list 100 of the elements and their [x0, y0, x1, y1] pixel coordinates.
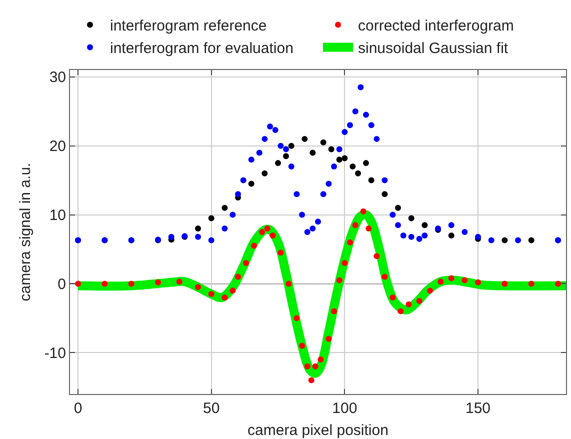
- point: [102, 280, 108, 287]
- point: [299, 342, 305, 349]
- point: [368, 177, 374, 184]
- point: [310, 226, 316, 232]
- point: [382, 274, 388, 280]
- point: [408, 234, 414, 240]
- x-tick-label: 50: [202, 400, 220, 417]
- point: [382, 191, 388, 198]
- point: [366, 226, 372, 232]
- point: [259, 229, 265, 235]
- point: [248, 156, 254, 163]
- point: [360, 208, 366, 214]
- point: [390, 294, 396, 300]
- point: [331, 308, 337, 314]
- point: [320, 191, 326, 198]
- point: [248, 180, 254, 187]
- point: [155, 279, 161, 286]
- point: [395, 204, 401, 211]
- point: [342, 260, 348, 266]
- legend-label: corrected interferogram: [358, 18, 514, 35]
- point: [390, 212, 396, 218]
- point: [308, 377, 314, 384]
- legend-label: sinusoidal Gaussian fit: [358, 40, 509, 58]
- point: [294, 191, 300, 198]
- point: [448, 232, 454, 238]
- point: [168, 234, 174, 240]
- point: [358, 84, 364, 90]
- point: [310, 150, 316, 156]
- point: [515, 237, 521, 244]
- point: [368, 122, 374, 128]
- point: [336, 156, 342, 163]
- point: [275, 160, 281, 166]
- point: [278, 142, 284, 149]
- y-tick-label: 10: [49, 207, 66, 224]
- point: [235, 274, 241, 280]
- point: [318, 356, 324, 363]
- point: [283, 146, 289, 152]
- point: [128, 280, 134, 287]
- point: [336, 146, 342, 152]
- point: [350, 164, 356, 170]
- point: [363, 112, 369, 118]
- point: [208, 215, 214, 222]
- point: [448, 275, 454, 282]
- point: [262, 170, 268, 176]
- point: [406, 301, 412, 308]
- point: [363, 160, 369, 166]
- point: [352, 222, 358, 228]
- y-tick-label: 0: [58, 276, 66, 293]
- point: [302, 136, 308, 142]
- point: [195, 284, 201, 290]
- point: [304, 363, 310, 370]
- legend-label: interferogram for evaluation: [110, 40, 294, 58]
- point: [304, 229, 310, 235]
- point: [299, 212, 305, 218]
- point: [222, 226, 228, 232]
- point: [336, 277, 342, 284]
- point: [416, 298, 422, 304]
- point: [422, 232, 428, 238]
- point: [176, 278, 182, 285]
- point: [320, 139, 326, 146]
- point: [315, 218, 321, 225]
- point: [262, 136, 268, 142]
- point: [374, 253, 380, 260]
- point: [347, 122, 353, 128]
- x-tick-label: 100: [332, 400, 358, 417]
- point: [347, 239, 353, 246]
- point: [408, 215, 414, 222]
- point: [288, 142, 294, 149]
- point: [398, 308, 404, 314]
- point: [294, 315, 300, 322]
- point: [448, 222, 454, 228]
- point: [222, 204, 228, 211]
- point: [427, 288, 433, 294]
- point: [278, 250, 284, 256]
- point: [502, 237, 508, 244]
- point: [342, 155, 348, 162]
- point: [264, 226, 270, 232]
- point: [195, 226, 201, 232]
- point: [462, 277, 468, 284]
- y-tick-label: -10: [44, 344, 66, 362]
- point: [251, 242, 257, 249]
- point: [438, 278, 444, 285]
- point: [395, 222, 401, 228]
- point: [312, 363, 318, 370]
- point: [462, 229, 468, 235]
- point: [230, 288, 236, 294]
- point: [352, 108, 358, 114]
- point: [502, 280, 508, 287]
- point: [328, 146, 334, 152]
- legend-label: interferogram reference: [110, 18, 267, 35]
- point: [528, 237, 534, 244]
- point: [283, 153, 289, 160]
- point: [286, 280, 292, 287]
- point: [235, 191, 241, 198]
- point: [270, 232, 276, 238]
- point: [267, 124, 273, 130]
- point: [342, 129, 348, 136]
- x-tick-label: 0: [74, 400, 82, 417]
- y-axis-title: camera signal in a.u.: [17, 162, 34, 302]
- point: [422, 222, 428, 228]
